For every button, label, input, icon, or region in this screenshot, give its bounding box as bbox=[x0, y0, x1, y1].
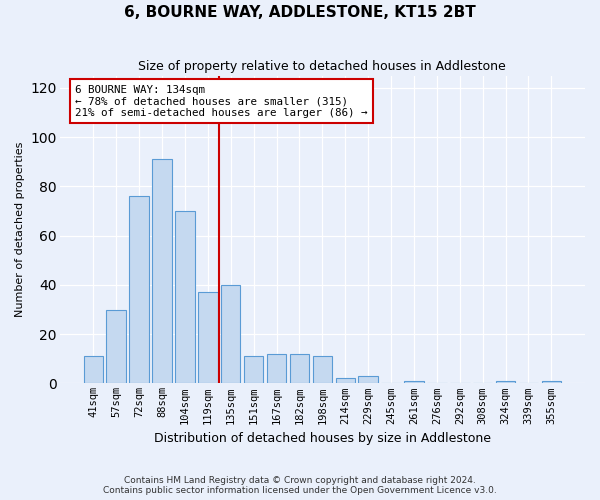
Text: 6, BOURNE WAY, ADDLESTONE, KT15 2BT: 6, BOURNE WAY, ADDLESTONE, KT15 2BT bbox=[124, 5, 476, 20]
Bar bbox=[358, 376, 378, 384]
Title: Size of property relative to detached houses in Addlestone: Size of property relative to detached ho… bbox=[139, 60, 506, 73]
Bar bbox=[290, 354, 309, 384]
Y-axis label: Number of detached properties: Number of detached properties bbox=[15, 142, 25, 317]
X-axis label: Distribution of detached houses by size in Addlestone: Distribution of detached houses by size … bbox=[154, 432, 491, 445]
Bar bbox=[542, 381, 561, 384]
Bar bbox=[313, 356, 332, 384]
Bar bbox=[198, 292, 218, 384]
Bar bbox=[404, 381, 424, 384]
Bar bbox=[106, 310, 126, 384]
Bar bbox=[244, 356, 263, 384]
Text: Contains HM Land Registry data © Crown copyright and database right 2024.
Contai: Contains HM Land Registry data © Crown c… bbox=[103, 476, 497, 495]
Bar bbox=[130, 196, 149, 384]
Bar bbox=[175, 211, 194, 384]
Bar bbox=[335, 378, 355, 384]
Bar bbox=[267, 354, 286, 384]
Bar bbox=[152, 160, 172, 384]
Bar bbox=[83, 356, 103, 384]
Bar bbox=[221, 285, 241, 384]
Text: 6 BOURNE WAY: 134sqm
← 78% of detached houses are smaller (315)
21% of semi-deta: 6 BOURNE WAY: 134sqm ← 78% of detached h… bbox=[76, 85, 368, 118]
Bar bbox=[496, 381, 515, 384]
